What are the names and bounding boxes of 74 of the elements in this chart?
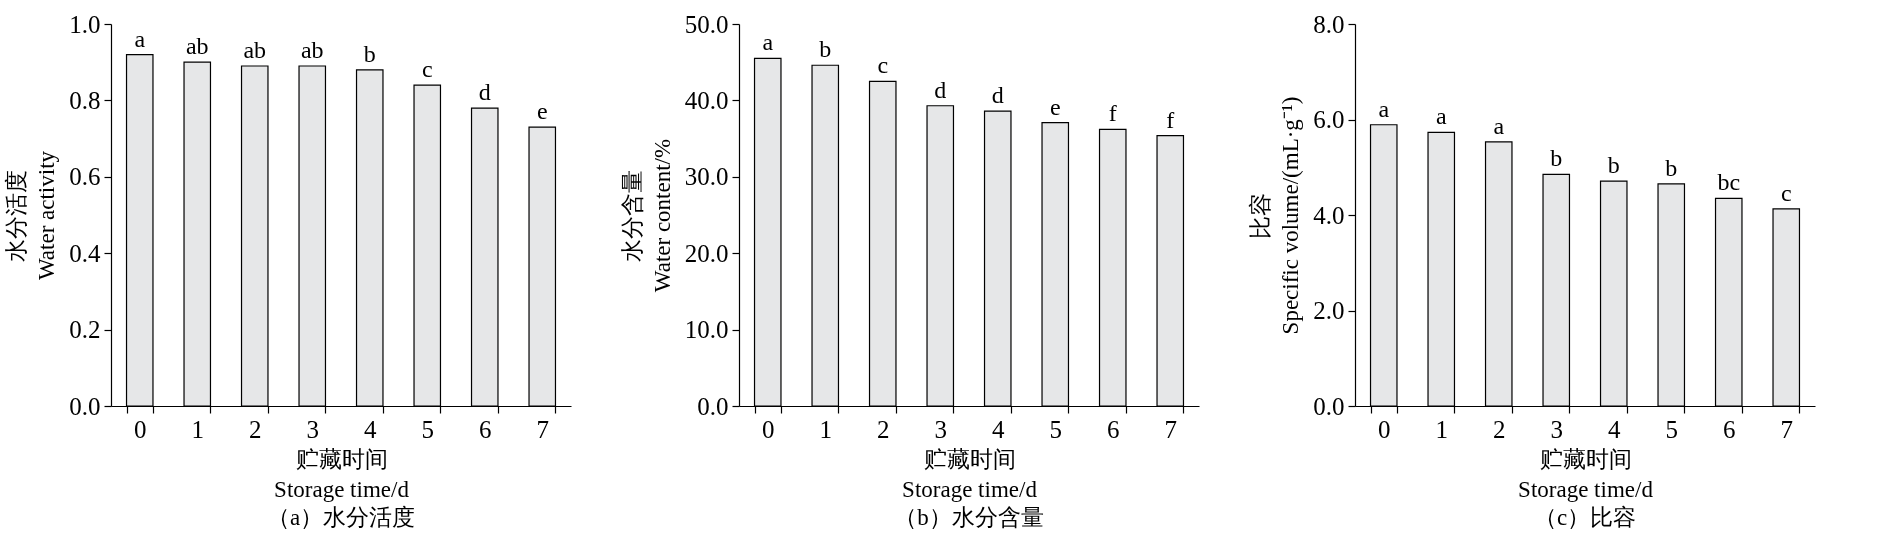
y-tick-label: 30.0 <box>684 163 729 191</box>
x-tick-label: 4 <box>1608 415 1621 443</box>
data-label: f <box>1108 100 1117 127</box>
data-label: a <box>1378 95 1390 122</box>
x-tick-label: 6 <box>1107 415 1120 443</box>
x-axis-title: 贮藏时间 Storage time/d <box>1518 446 1654 502</box>
y-tick-label: 0.0 <box>1313 392 1345 420</box>
x-tick-label: 0 <box>1378 415 1391 443</box>
data-label: ab <box>185 33 209 60</box>
x-tick-label: 1 <box>1435 415 1448 443</box>
x-tick-label: 4 <box>992 415 1005 443</box>
x-tick-label: 2 <box>877 415 890 443</box>
data-label: a <box>762 29 774 56</box>
y-axis-title: 水分含量 Water content/% <box>619 138 675 293</box>
x-tick-label: 0 <box>134 415 147 443</box>
data-label: d <box>991 82 1004 109</box>
x-tick-label: 6 <box>1723 415 1736 443</box>
data-label: f <box>1166 106 1175 133</box>
y-tick-label: 20.0 <box>684 239 729 267</box>
y-tick-label: 4.0 <box>1313 201 1345 229</box>
x-tick-label: 4 <box>364 415 377 443</box>
x-tick-label: 2 <box>249 415 262 443</box>
data-label: c <box>877 52 889 79</box>
x-tick-label: 7 <box>536 415 549 443</box>
y-axis-title: 水分活度 Water activity <box>4 150 60 281</box>
text: （a）水分活度 <box>266 505 416 530</box>
x-tick-label: 7 <box>1780 415 1793 443</box>
x-tick-label: 1 <box>819 415 832 443</box>
x-tick-label: 5 <box>421 415 434 443</box>
y-tick-label: 0.0 <box>697 392 729 420</box>
data-label: b <box>363 40 376 67</box>
x-tick-label: 2 <box>1493 415 1506 443</box>
data-label: a <box>134 25 146 52</box>
data-label: a <box>1435 103 1447 130</box>
data-label: d <box>934 76 947 103</box>
data-label: ab <box>300 37 324 64</box>
y-tick-label: 0.4 <box>69 239 101 267</box>
y-tick-label: 6.0 <box>1313 106 1345 133</box>
y-tick-label: 8.0 <box>1313 10 1345 38</box>
y-tick-label: 0.0 <box>69 392 101 420</box>
x-tick-label: 5 <box>1665 415 1678 443</box>
x-tick-label: 7 <box>1164 415 1177 443</box>
x-tick-label: 5 <box>1049 415 1062 443</box>
data-label: bc <box>1717 169 1741 196</box>
data-label: b <box>819 36 832 63</box>
x-tick-label: 3 <box>1550 415 1563 443</box>
y-tick-label: 2.0 <box>1313 297 1345 324</box>
x-tick-label: 6 <box>479 415 492 443</box>
y-tick-label: 0.6 <box>69 163 101 191</box>
x-tick-label: 3 <box>934 415 947 443</box>
data-label: e <box>1049 93 1061 120</box>
data-label: c <box>1780 179 1792 206</box>
x-tick-label: 1 <box>191 415 204 443</box>
x-axis-title: 贮藏时间 Storage time/d <box>274 446 410 502</box>
data-label: d <box>478 79 491 106</box>
y-tick-label: 40.0 <box>684 86 729 114</box>
data-label: a <box>1493 112 1505 139</box>
text: （b）水分含量 <box>894 505 1044 530</box>
data-label: b <box>1665 154 1678 181</box>
y-axis-title: 比容 Specific volume/(mL·g⁻¹) <box>1248 96 1304 335</box>
data-label: b <box>1550 145 1563 172</box>
x-tick-label: 0 <box>762 415 775 443</box>
x-axis-title: 贮藏时间 Storage time/d <box>902 446 1038 502</box>
y-tick-label: 50.0 <box>684 10 729 38</box>
data-label: b <box>1607 152 1620 179</box>
x-tick-label: 3 <box>306 415 319 443</box>
y-tick-label: 0.8 <box>69 86 101 114</box>
data-label: ab <box>243 37 267 64</box>
y-tick-label: 1.0 <box>69 10 101 38</box>
data-label: e <box>536 98 548 125</box>
y-tick-label: 0.2 <box>69 316 101 344</box>
data-label: c <box>421 56 433 83</box>
text: （c）比容 <box>1533 505 1637 530</box>
y-tick-label: 10.0 <box>684 316 729 344</box>
